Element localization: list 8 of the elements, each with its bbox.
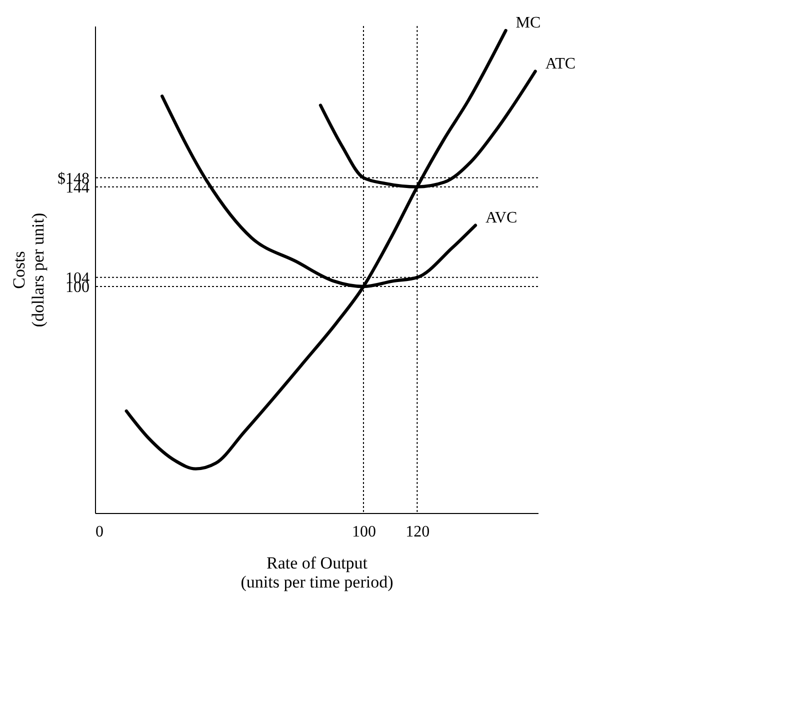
series-label: ATC	[545, 55, 576, 72]
series-label: MC	[516, 14, 541, 32]
x-axis-title: Rate of Output (units per time period)	[240, 554, 394, 592]
y-axis-title: Costs (dollars per unit)	[10, 212, 48, 328]
x-tick-label: 120	[406, 524, 430, 540]
x-tick-label: 100	[352, 524, 376, 540]
x-tick-label: 0	[96, 524, 104, 540]
series-label: AVC	[485, 209, 518, 226]
